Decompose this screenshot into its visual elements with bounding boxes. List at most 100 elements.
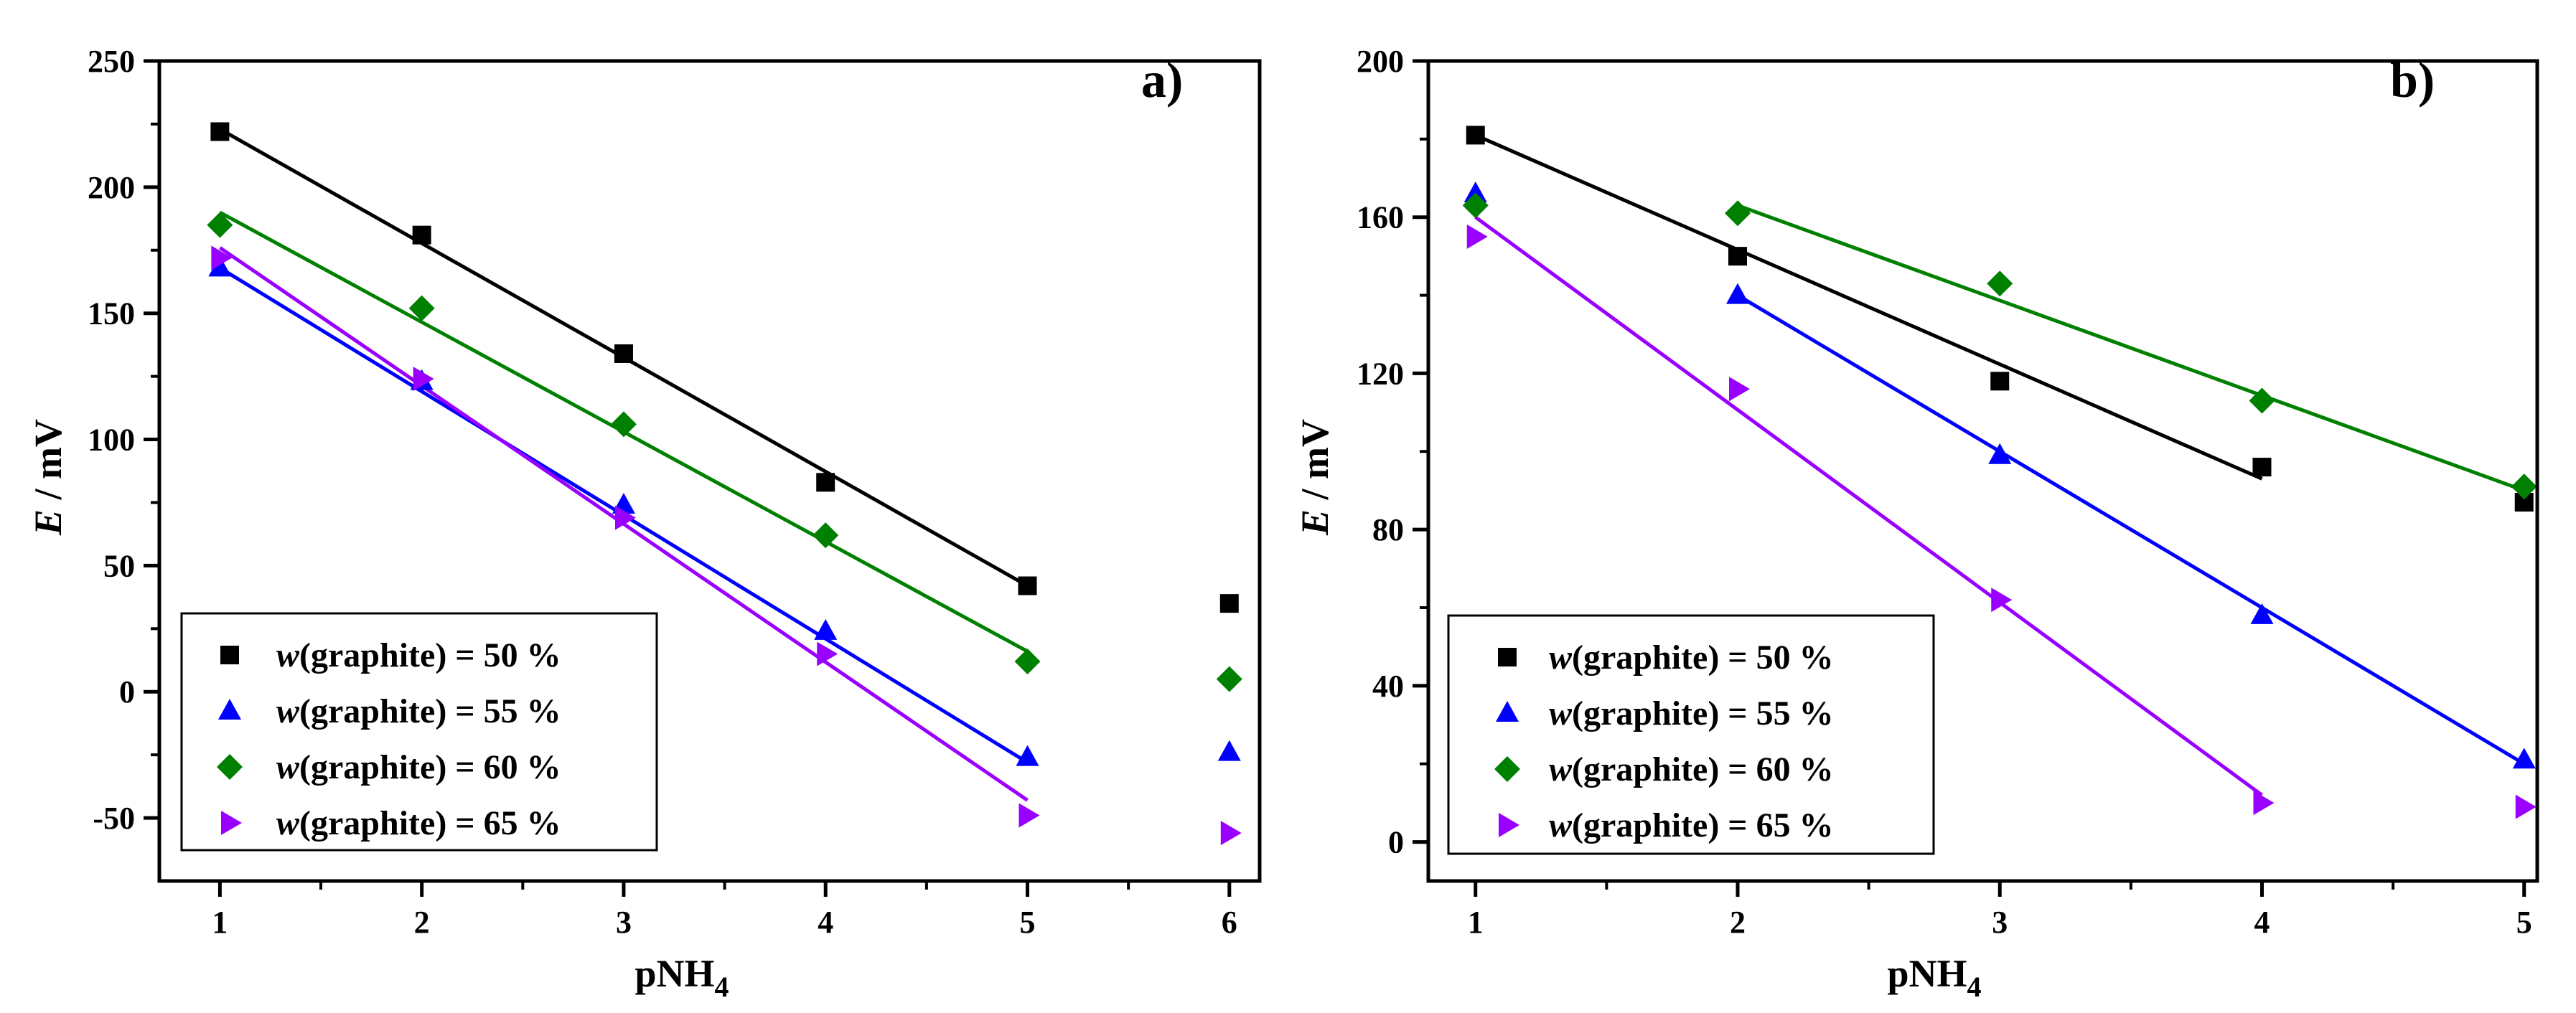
panel-b-point-55 — [1988, 443, 2012, 464]
panel-a-point-60 — [1014, 649, 1041, 675]
panel-a-legend-marker-50 — [220, 646, 239, 664]
panel-a-point-60 — [610, 411, 637, 438]
panel-a-y-tick-label: 50 — [103, 548, 135, 583]
panel-b-x-tick-label: 2 — [1730, 905, 1746, 940]
panel-a-point-55 — [1016, 745, 1039, 766]
panel-b-label: b) — [2390, 53, 2435, 108]
panel-b-point-55 — [2512, 748, 2536, 769]
panel-a-y-tick-label: 0 — [119, 674, 135, 710]
panel-b-point-60 — [2249, 387, 2275, 414]
panel-b-point-65 — [1466, 224, 1488, 249]
panel-b-x-tick-label: 1 — [1468, 905, 1484, 940]
panel-a-marks — [207, 122, 1242, 846]
panel-a-point-65 — [614, 505, 636, 530]
panel-a-legend-label-60: w(graphite) = 60 % — [276, 748, 561, 786]
panel-a-point-50 — [210, 122, 230, 141]
panel-a-x-tick-label: 1 — [212, 905, 228, 940]
panel-a-point-55 — [814, 618, 838, 640]
panel-b-x-title: pNH4 — [1887, 952, 1981, 1003]
panel-a-legend-label-55: w(graphite) = 55 % — [276, 692, 561, 730]
panel-a-point-65 — [211, 245, 233, 270]
panel-b-legend-label-60: w(graphite) = 60 % — [1549, 750, 1834, 788]
panel-b-legend-label-50: w(graphite) = 50 % — [1549, 639, 1834, 677]
panel-a-y-tick-label: -50 — [93, 801, 135, 836]
panel-a-point-60 — [812, 522, 839, 549]
panel-a-point-65 — [1220, 821, 1242, 846]
panel-a-y-tick-label: 100 — [88, 423, 135, 458]
panel-b-point-55 — [1725, 283, 1749, 304]
panel-a-point-50 — [1018, 576, 1037, 595]
panel-a-x-title: pNH4 — [634, 952, 729, 1003]
panel-a-x-tick-label: 4 — [818, 905, 833, 940]
panel-b-point-50 — [1728, 247, 1747, 266]
panel-a-point-50 — [614, 344, 633, 363]
panel-b-y-title: E / mV — [1293, 419, 1336, 536]
panel-a-point-55 — [208, 255, 232, 277]
panel-b-marks — [1462, 126, 2537, 819]
panel-b-point-50 — [1466, 126, 1485, 145]
panel-a-y-tick-label: 200 — [88, 170, 135, 205]
panel-a-legend-marker-65 — [221, 811, 242, 835]
panel-b: 1 2 3 4 5 0 40 80 120 160 200 b) pNH4 E / mV w(gra… — [1293, 44, 2539, 1003]
panel-b-legend-marker-65 — [1499, 813, 1519, 837]
panel-a-x-tick-label: 5 — [1020, 905, 1036, 940]
panel-b-point-50 — [2252, 458, 2272, 477]
panel-a-point-50 — [412, 225, 431, 245]
panel-b-fit-line-55 — [1736, 293, 2526, 765]
panel-a-legend-markers — [217, 646, 243, 835]
panel-a-point-50 — [816, 473, 835, 492]
panel-b-legend-marker-50 — [1498, 648, 1517, 666]
panel-b-fit-line-60 — [1737, 204, 2525, 493]
panel-b-legend: w(graphite) = 50 % w(graphite) = 55 % w(… — [1447, 614, 1935, 855]
panel-a-legend-marker-55 — [218, 699, 241, 720]
panel-a-y-tick-label: 150 — [88, 296, 135, 331]
panel-a-point-65 — [817, 641, 838, 666]
panel-a-legend-marker-60 — [217, 754, 243, 780]
panel-b-point-60 — [1724, 200, 1751, 227]
panel-b-legend-marker-55 — [1496, 701, 1519, 722]
panel-a-point-60 — [408, 295, 435, 321]
panel-b-point-60 — [1987, 270, 2013, 297]
panel-a-ticks: 1 2 3 4 5 6 -50 0 50 100 150 200 250 — [88, 44, 1237, 940]
panel-b-legend-label-55: w(graphite) = 55 % — [1549, 694, 1834, 732]
panel-b-point-65 — [1991, 588, 2013, 613]
panel-a-point-60 — [1216, 666, 1242, 692]
panel-a-point-55 — [1217, 740, 1241, 761]
panel-a-x-tick-label: 3 — [616, 905, 632, 940]
panel-a-legend-label-65: w(graphite) = 65 % — [276, 804, 561, 842]
panel-a-legend-label-50: w(graphite) = 50 % — [276, 636, 561, 674]
panel-b-fit-line-65 — [1474, 215, 2263, 797]
panel-b-point-55 — [1463, 182, 1487, 203]
panel-b-point-60 — [1462, 192, 1489, 219]
panel-b-point-65 — [1728, 377, 1750, 402]
panel-b-axes-frame — [1426, 59, 2539, 883]
panel-a-legend-box — [180, 612, 658, 852]
panel-b-legend-label-65: w(graphite) = 65 % — [1549, 806, 1834, 844]
panel-a-point-60 — [207, 212, 233, 238]
panel-a-point-65 — [413, 367, 434, 392]
panel-a-point-65 — [1018, 803, 1040, 828]
panel-b-y-tick-label: 40 — [1372, 669, 1404, 704]
panel-b-ticks: 1 2 3 4 5 0 40 80 120 160 200 — [1357, 44, 2532, 940]
panel-b-y-tick-label: 0 — [1388, 825, 1404, 860]
panel-b-y-tick-label: 160 — [1357, 200, 1404, 235]
panel-b-point-60 — [2511, 473, 2537, 500]
panel-b-legend-box — [1447, 614, 1935, 855]
panel-b-y-tick-label: 80 — [1372, 512, 1404, 547]
panel-b-point-65 — [2253, 791, 2275, 816]
panel-a-y-tick-label: 250 — [88, 44, 135, 79]
panel-b-x-tick-label: 3 — [1992, 905, 2008, 940]
panel-b-legend-markers — [1494, 648, 1520, 837]
panel-b-y-tick-label: 200 — [1357, 44, 1404, 79]
panel-b-point-65 — [2515, 794, 2537, 819]
panel-b-point-50 — [1990, 372, 2010, 391]
panel-b-x-tick-label: 4 — [2254, 905, 2270, 940]
panel-a-x-tick-label: 2 — [414, 905, 430, 940]
panel-a-y-title: E / mV — [27, 419, 70, 536]
panel-a-x-tick-label: 6 — [1222, 905, 1237, 940]
panel-a-axes-frame — [157, 59, 1262, 883]
panel-b-x-tick-label: 5 — [2516, 905, 2532, 940]
panel-b-y-tick-label: 120 — [1357, 356, 1404, 391]
